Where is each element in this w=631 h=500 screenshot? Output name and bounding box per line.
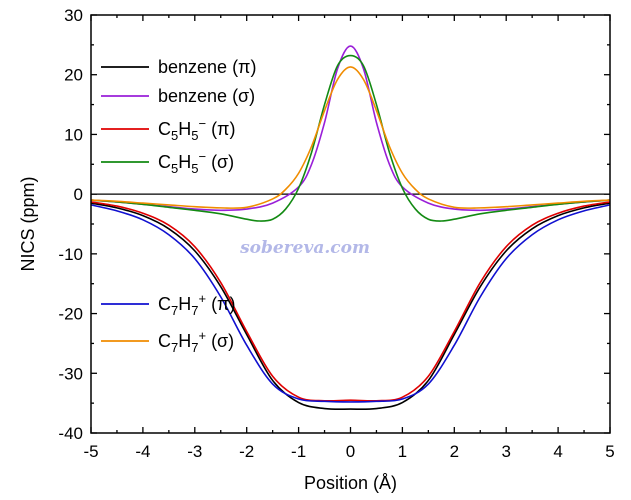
- x-axis-title: Position (Å): [304, 473, 397, 493]
- y-tick-label: 10: [64, 125, 83, 144]
- legend: benzene (π) benzene (σ) C5H5− (π) C5H5− (σ)…: [101, 57, 256, 355]
- watermark-text: sobereva.com: [239, 238, 370, 258]
- series-line-0: [90, 202, 611, 411]
- y-tick-label: -20: [58, 305, 83, 324]
- x-tick-label: 4: [553, 442, 562, 461]
- y-tick-label: 30: [64, 6, 83, 25]
- series-line-4: [90, 204, 611, 403]
- y-axis-title: NICS (ppm): [18, 176, 38, 271]
- y-tick-label: -30: [58, 364, 83, 383]
- y-tick-label: -40: [58, 424, 83, 443]
- plot-frame: [90, 14, 611, 434]
- series-line-5: [90, 66, 611, 209]
- x-tick-label: 3: [501, 442, 510, 461]
- legend-label-3: C5H5− (σ): [158, 149, 234, 176]
- legend-label-0: benzene (π): [158, 57, 256, 77]
- x-tick-label: -4: [135, 442, 150, 461]
- x-tick-label: -1: [291, 442, 306, 461]
- legend-label-5: C7H7+ (σ): [158, 328, 234, 355]
- legend-label-1: benzene (σ): [158, 86, 255, 106]
- x-tick-label: 2: [450, 442, 459, 461]
- legend-label-4: C7H7+ (π): [158, 291, 235, 318]
- y-tick-label: 20: [64, 66, 83, 85]
- series-lines: [90, 45, 611, 411]
- x-tick-label: -5: [83, 442, 98, 461]
- x-tick-label: 1: [398, 442, 407, 461]
- series-line-1: [90, 45, 611, 212]
- x-tick-label: 0: [346, 442, 355, 461]
- series-line-2: [90, 201, 611, 402]
- y-tick-label: -10: [58, 245, 83, 264]
- x-tick-label: 5: [605, 442, 614, 461]
- watermark-layer: sobereva.com: [239, 238, 370, 258]
- axis-titles: Position (Å) NICS (ppm): [18, 176, 397, 493]
- x-tick-label: -3: [187, 442, 202, 461]
- legend-label-2: C5H5− (π): [158, 116, 235, 143]
- x-tick-label: -2: [239, 442, 254, 461]
- series-line-3: [90, 54, 611, 222]
- y-tick-label: 0: [74, 185, 83, 204]
